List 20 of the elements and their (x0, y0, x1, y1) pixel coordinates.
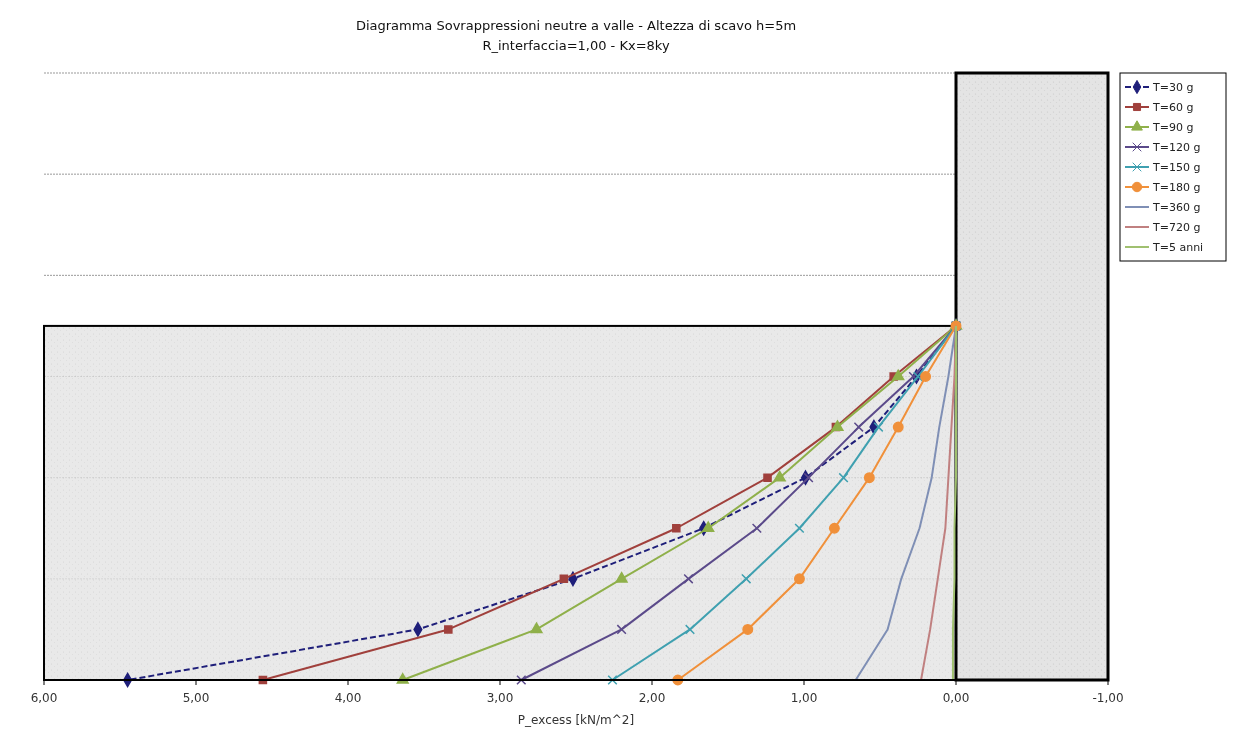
x-tick-label: 2,00 (638, 691, 666, 705)
legend-label: T=180 g (1152, 181, 1201, 194)
x-tick-label: 0,00 (942, 691, 970, 705)
x-tick-label: 1,00 (790, 691, 818, 705)
chart-title: Diagramma Sovrappressioni neutre a valle - Altezza di scavo h=5m (355, 18, 797, 33)
legend-label: T=5 anni (1152, 241, 1204, 254)
x-axis-title: P_excess [kN/m^2] (517, 713, 635, 727)
x-tick-label: 3,00 (486, 691, 514, 705)
x-tick-label: -1,00 (1092, 691, 1124, 705)
x-tick-label: 5,00 (182, 691, 210, 705)
legend-label: T=120 g (1152, 141, 1201, 154)
legend-label: T=30 g (1152, 81, 1194, 94)
x-tick-label: 4,00 (334, 691, 362, 705)
legend-label: T=360 g (1152, 201, 1201, 214)
chart-subtitle: R_interfaccia=1,00 - Kx=8ky (482, 38, 670, 53)
x-tick-label: 6,00 (30, 691, 58, 705)
legend-label: T=60 g (1152, 101, 1194, 114)
legend-label: T=720 g (1152, 221, 1201, 234)
legend-label: T=90 g (1152, 121, 1194, 134)
legend-label: T=150 g (1152, 161, 1201, 174)
